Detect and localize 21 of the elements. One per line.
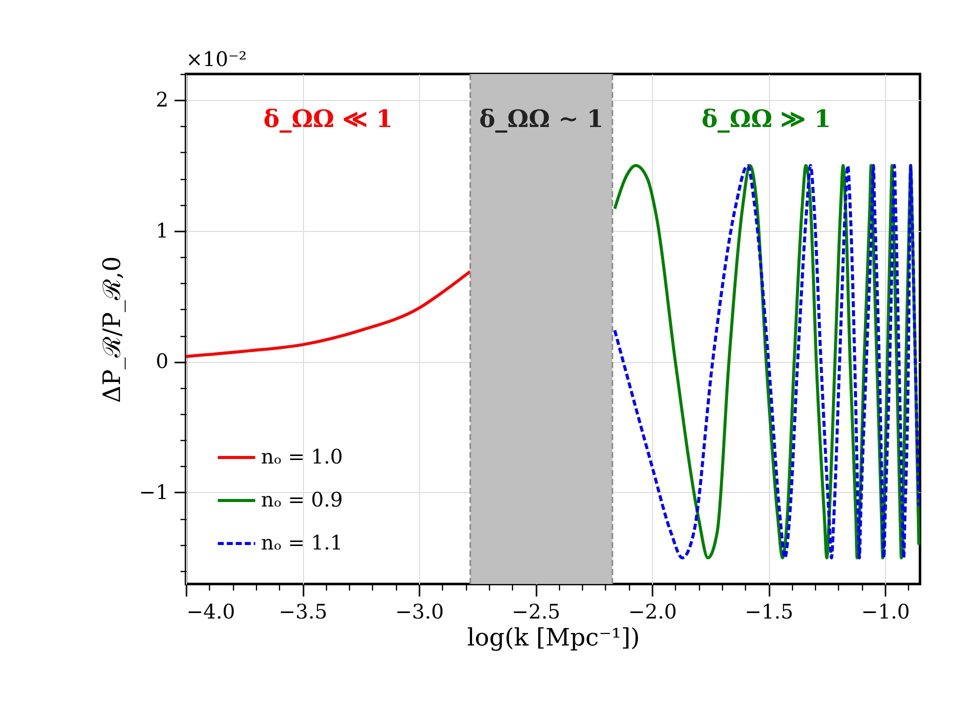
line-series	[184, 270, 472, 358]
legend-label: nₒ = 0.9	[261, 488, 343, 512]
y-tick-label: 1	[156, 218, 168, 242]
x-tick-label: −1.0	[861, 600, 910, 624]
annotation: δ_ΩΩ ≪ 1	[264, 104, 393, 133]
text: ×10⁻²	[186, 47, 247, 71]
x-tick-label: −2.5	[512, 600, 560, 624]
legend-label: nₒ = 1.0	[261, 444, 343, 468]
x-tick-label: −3.0	[395, 600, 444, 624]
band-label: δ_ΩΩ ∼ 1	[479, 104, 604, 133]
x-tick-label: −2.0	[628, 600, 677, 624]
y-axis-title: ΔP_ℛ/P_ℛ,0	[98, 256, 126, 403]
x-axis-title: log(k [Mpc⁻¹])	[467, 624, 640, 652]
y-tick-label: −1	[139, 480, 168, 504]
annotation: δ_ΩΩ ≫ 1	[702, 104, 831, 133]
y-tick-label: 2	[156, 88, 168, 112]
x-tick-label: −4.0	[186, 600, 236, 624]
x-tick-label: −3.5	[278, 600, 328, 624]
legend-label: nₒ = 1.1	[261, 530, 343, 554]
x-tick-label: −1.5	[744, 600, 794, 624]
y-tick-label: 0	[156, 349, 168, 374]
